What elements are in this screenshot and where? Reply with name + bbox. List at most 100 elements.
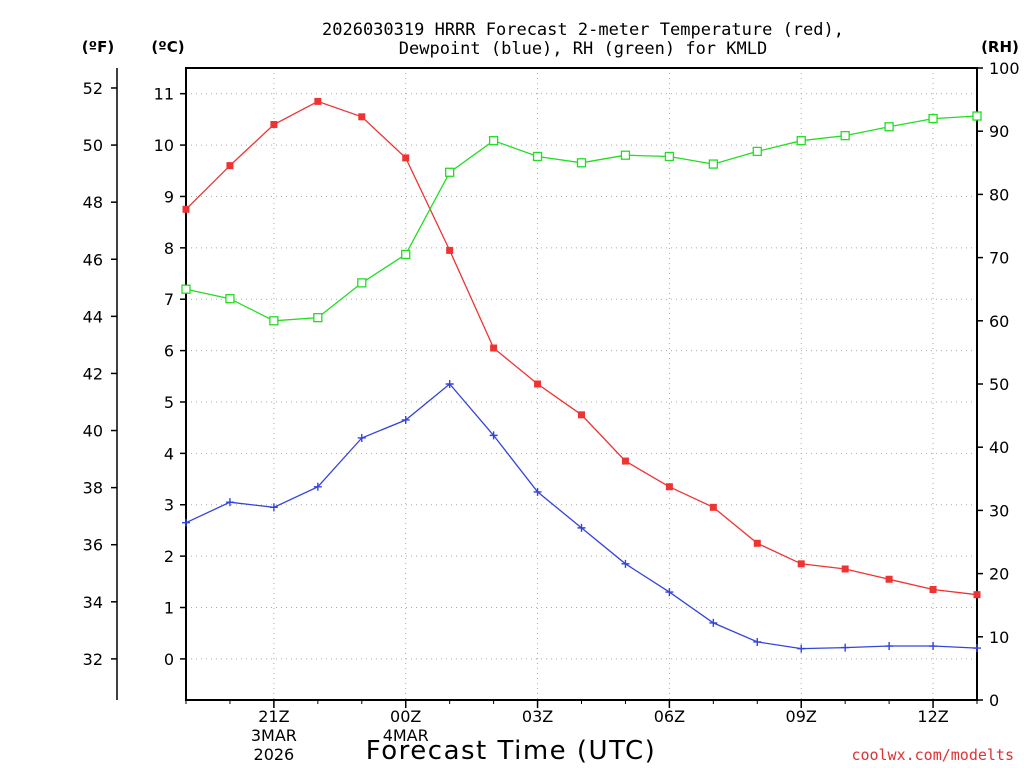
- data-point: [314, 97, 322, 105]
- data-point: [490, 344, 498, 352]
- fahrenheit-tick-label: 40: [83, 422, 103, 441]
- chart-title-line-1: 2026030319 HRRR Forecast 2-meter Tempera…: [322, 20, 844, 40]
- x-tick-label: 06Z: [654, 707, 685, 726]
- rh-tick-label: 40: [989, 438, 1009, 457]
- data-point: [313, 482, 322, 491]
- data-point: [621, 559, 630, 568]
- data-point: [753, 539, 761, 547]
- fahrenheit-tick-label: 52: [83, 79, 103, 98]
- data-point: [709, 503, 717, 511]
- rh-tick-label: 100: [989, 59, 1020, 78]
- rh-tick-label: 10: [989, 628, 1009, 647]
- data-point: [709, 618, 718, 627]
- x-tick-label: 12Z: [917, 707, 948, 726]
- data-point: [973, 644, 981, 653]
- x-tick-label: 2026: [254, 745, 295, 764]
- celsius-tick-label: 3: [164, 496, 174, 515]
- x-tick-label: 09Z: [786, 707, 817, 726]
- fahrenheit-tick-label: 46: [83, 250, 103, 269]
- celsius-tick-label: 7: [164, 290, 174, 309]
- celsius-tick-label: 2: [164, 547, 174, 566]
- celsius-tick-label: 8: [164, 239, 174, 258]
- chart-title-line-2: Dewpoint (blue), RH (green) for KMLD: [399, 39, 767, 59]
- celsius-tick-label: 6: [164, 342, 174, 361]
- rh-tick-label: 70: [989, 249, 1009, 268]
- rh-tick-label: 60: [989, 312, 1009, 331]
- data-point: [269, 503, 278, 512]
- data-point: [972, 111, 982, 121]
- x-tick-label: 03Z: [522, 707, 553, 726]
- data-point: [401, 415, 410, 424]
- data-point: [578, 411, 585, 419]
- series-line-temperature: [185, 100, 978, 596]
- celsius-tick-label: 4: [164, 444, 174, 463]
- data-point: [665, 588, 674, 597]
- data-point: [402, 154, 410, 162]
- x-tick-label: 00Z: [390, 707, 421, 726]
- data-point: [532, 151, 543, 162]
- celsius-tick-label: 5: [164, 393, 174, 412]
- data-point: [270, 121, 278, 129]
- data-point: [226, 162, 234, 170]
- data-point: [796, 136, 806, 146]
- data-point: [664, 151, 675, 162]
- axes: 0123456789101132343638404244464850520102…: [83, 59, 1020, 764]
- data-point: [885, 642, 894, 651]
- data-point: [489, 431, 498, 440]
- data-point: [225, 498, 234, 507]
- series-dewpoint: [182, 380, 981, 653]
- data-point: [841, 643, 850, 652]
- data-point: [357, 433, 366, 442]
- data-point: [445, 380, 454, 388]
- fahrenheit-tick-label: 50: [83, 136, 103, 155]
- series-line-rh: [185, 115, 978, 322]
- data-point: [577, 523, 586, 532]
- data-point: [840, 130, 850, 141]
- data-point: [534, 380, 542, 388]
- data-point: [929, 642, 938, 651]
- fahrenheit-tick-label: 48: [83, 193, 103, 212]
- fahrenheit-unit-label: (ºF): [82, 38, 114, 56]
- data-point: [885, 575, 893, 583]
- fahrenheit-tick-label: 36: [83, 536, 103, 555]
- data-point: [269, 316, 279, 326]
- celsius-tick-label: 0: [164, 650, 174, 669]
- celsius-tick-label: 9: [164, 187, 174, 206]
- rh-tick-label: 20: [989, 565, 1009, 584]
- data-point: [929, 586, 937, 594]
- data-point: [708, 159, 718, 169]
- x-tick-label: 21Z: [258, 707, 289, 726]
- data-point: [182, 518, 190, 527]
- data-point: [665, 483, 673, 491]
- fahrenheit-tick-label: 34: [83, 593, 103, 612]
- data-point: [797, 644, 806, 653]
- data-point: [884, 122, 894, 132]
- data-point: [401, 249, 411, 260]
- data-point: [358, 113, 366, 121]
- celsius-unit-label: (ºC): [151, 38, 184, 56]
- rh-tick-label: 50: [989, 375, 1009, 394]
- series-rh: [181, 111, 982, 326]
- watermark: coolwx.com/modelts: [851, 746, 1014, 764]
- grid-lines: [186, 68, 977, 700]
- data-point: [182, 205, 190, 213]
- series-temperature: [182, 97, 981, 599]
- fahrenheit-tick-label: 38: [83, 479, 103, 498]
- celsius-tick-label: 11: [154, 85, 174, 104]
- data-point: [181, 284, 191, 294]
- celsius-tick-label: 10: [154, 136, 174, 155]
- data-point: [753, 637, 762, 646]
- data-series: [181, 97, 982, 653]
- x-tick-label: 4MAR: [383, 726, 429, 745]
- data-point: [313, 312, 323, 323]
- x-tick-label: 3MAR: [251, 726, 297, 745]
- celsius-tick-label: 1: [164, 599, 174, 618]
- rh-tick-label: 0: [989, 691, 999, 710]
- data-point: [533, 487, 542, 496]
- data-point: [620, 150, 631, 160]
- data-point: [446, 246, 454, 254]
- rh-tick-label: 30: [989, 501, 1009, 520]
- rh-tick-label: 90: [989, 122, 1009, 141]
- x-axis-label: Forecast Time (UTC): [366, 736, 657, 766]
